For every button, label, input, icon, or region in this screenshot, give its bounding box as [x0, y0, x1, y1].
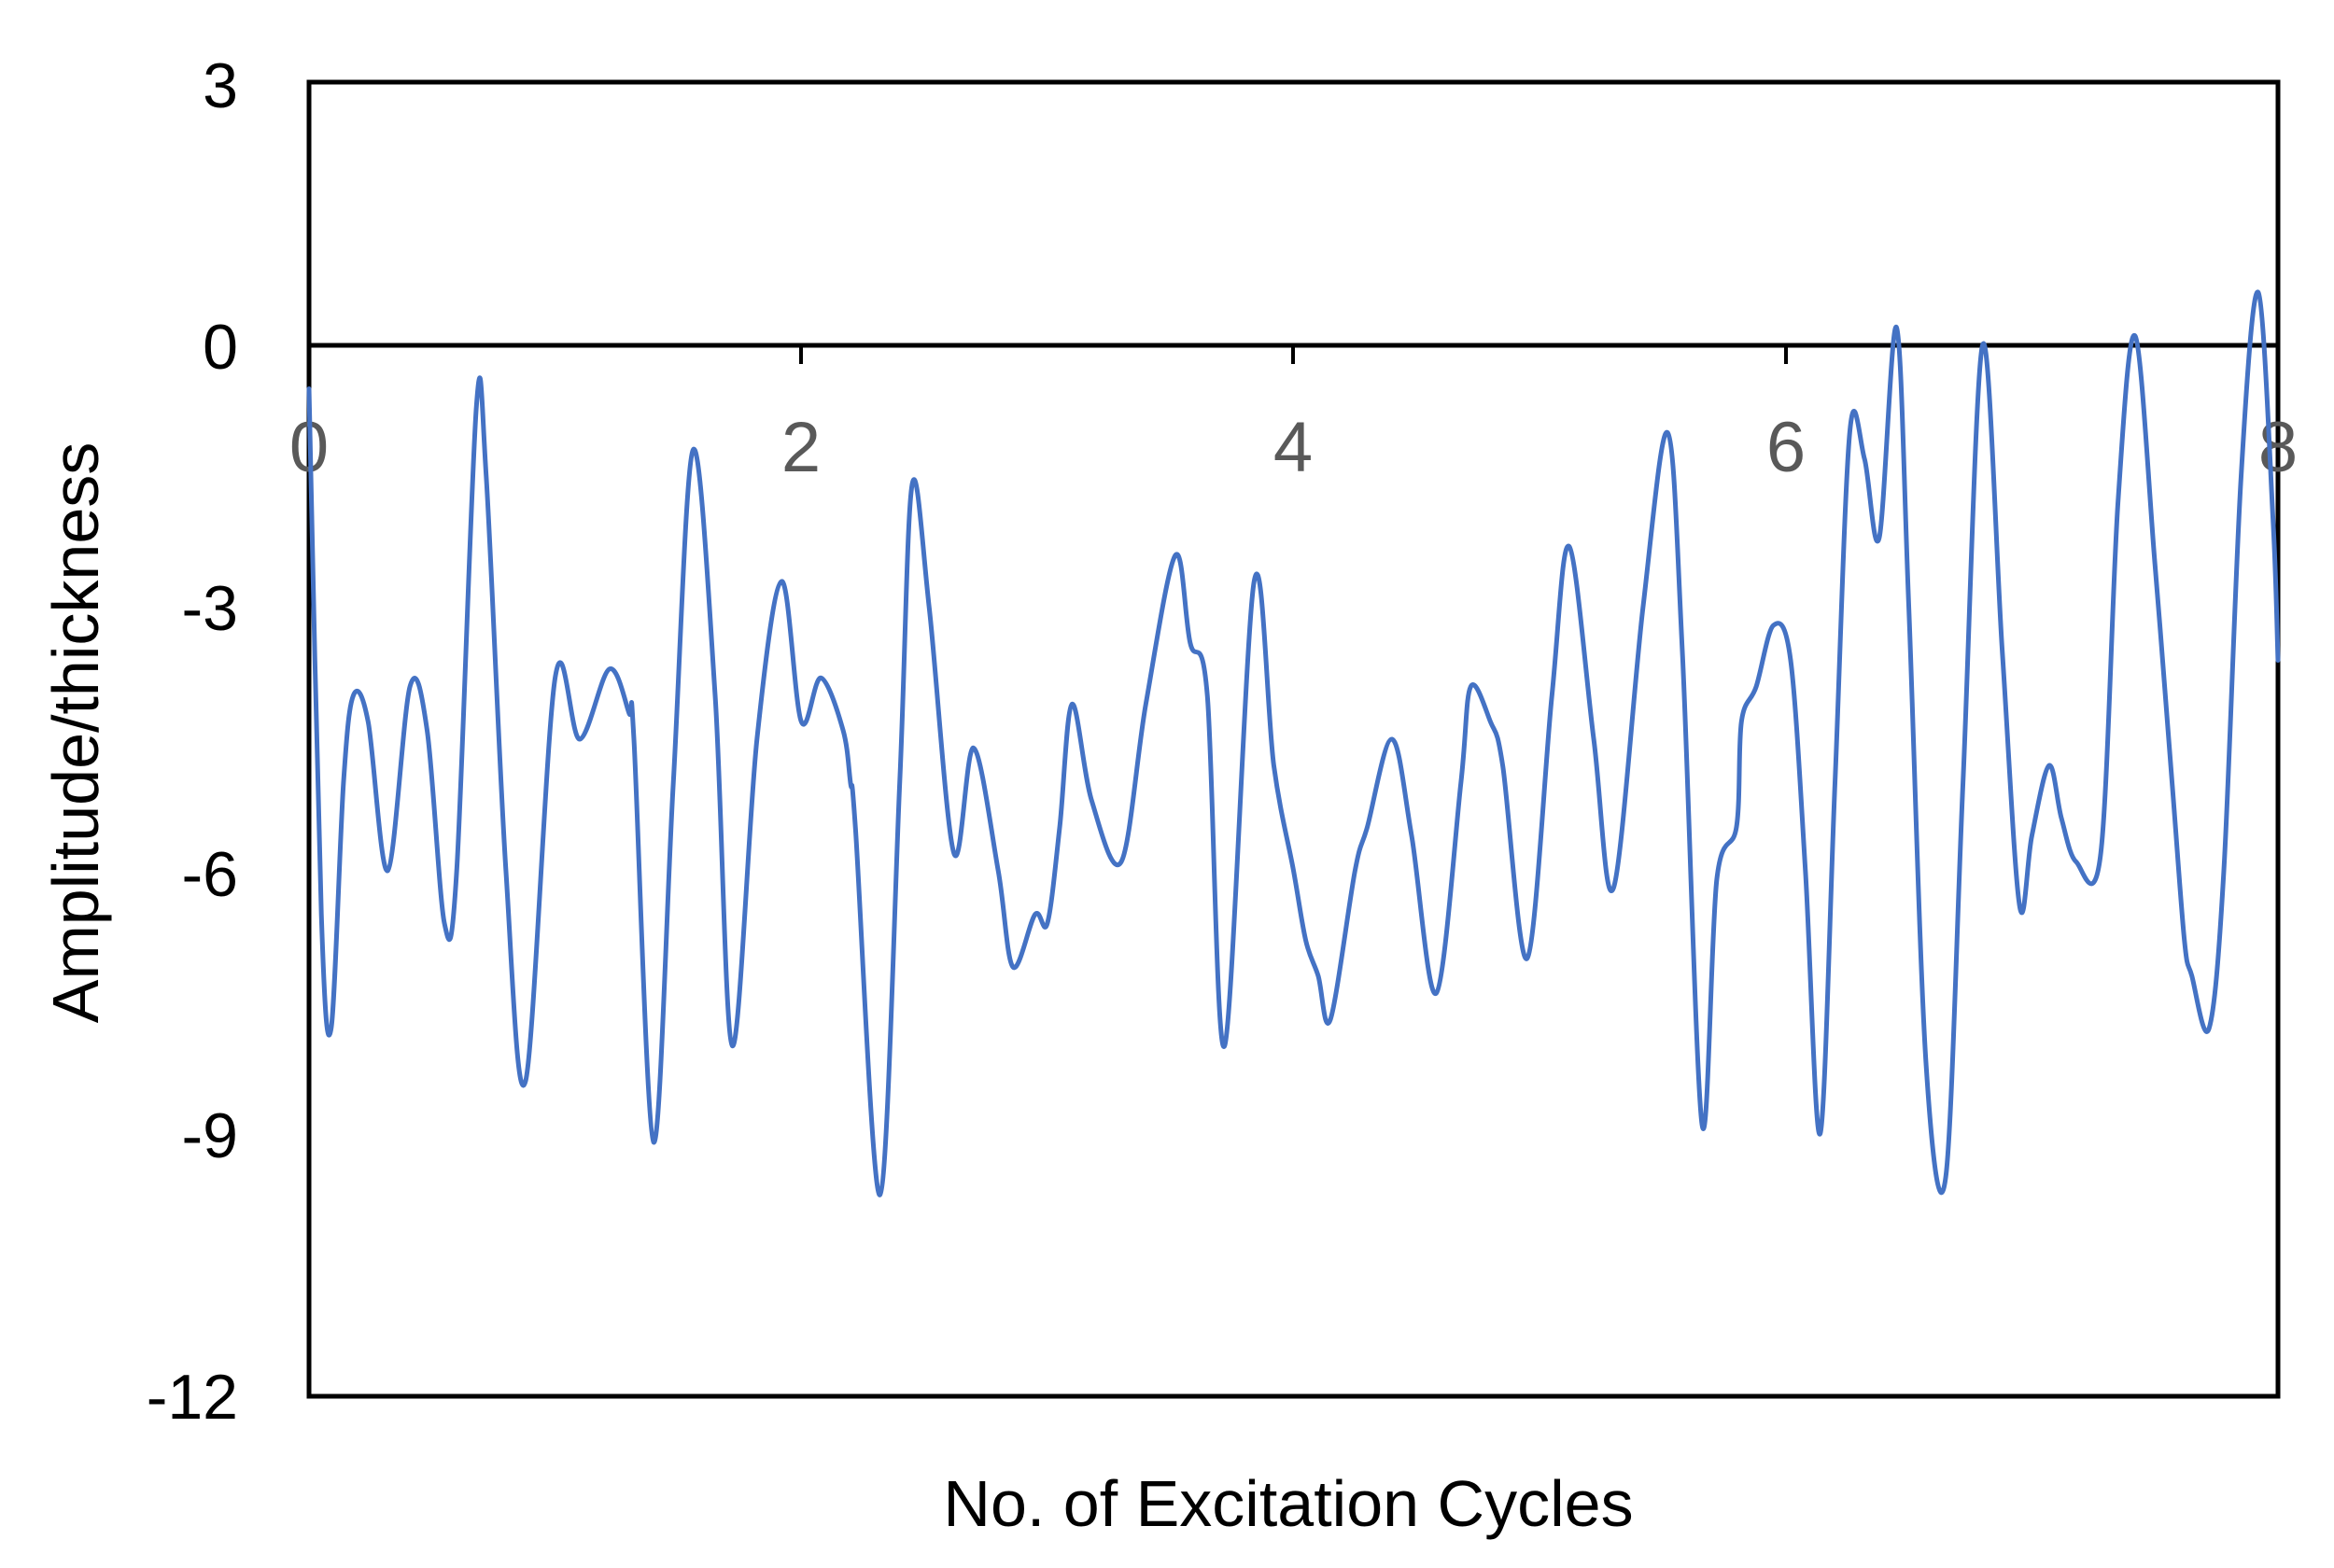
- y-tick-label-0: 0: [203, 312, 238, 383]
- x-tick-label-6: 6: [1766, 408, 1806, 487]
- x-tick-labels: 0 2 4 6 8: [289, 408, 2298, 487]
- y-tick-label-neg6: -6: [182, 839, 238, 910]
- x-tick-label-2: 2: [781, 408, 821, 487]
- y-axis-label: Amplitude/thickness: [39, 442, 112, 1024]
- x-tick-label-4: 4: [1273, 408, 1313, 487]
- y-tick-labels: 3 0 -3 -6 -9 -12: [147, 50, 238, 1433]
- y-tick-label-neg3: -3: [182, 573, 238, 644]
- x-axis-label: No. of Excitation Cycles: [943, 1467, 1633, 1540]
- x-tick-label-8: 8: [2258, 408, 2298, 487]
- y-tick-label-3: 3: [203, 50, 238, 121]
- y-tick-label-neg12: -12: [147, 1362, 238, 1433]
- x-tick-marks: [307, 345, 2280, 364]
- y-tick-label-neg9: -9: [182, 1100, 238, 1171]
- plot-area-border: [306, 79, 2281, 1399]
- series-line-amplitude: [306, 289, 2281, 1197]
